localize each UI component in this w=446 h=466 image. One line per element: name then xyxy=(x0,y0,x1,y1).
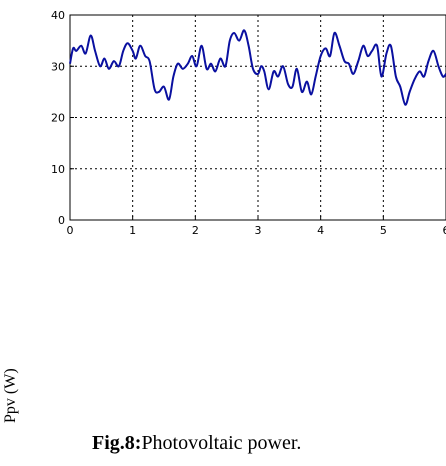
data-series xyxy=(69,29,446,106)
x-tick-label: 1 xyxy=(129,224,136,237)
x-tick-label: 6 xyxy=(443,224,446,237)
x-tick-label: 4 xyxy=(317,224,324,237)
y-tick-label: 10 xyxy=(51,163,65,176)
x-tick-label: 3 xyxy=(255,224,262,237)
grid-lines xyxy=(70,15,446,220)
caption-label: Fig.8: xyxy=(92,432,142,454)
y-tick-label: 40 xyxy=(51,9,65,22)
chart: 0 1 2 3 4 5 6 0 10 20 30 40 xyxy=(51,9,446,237)
axis-ticks: 0 1 2 3 4 5 6 0 10 20 30 40 xyxy=(51,9,446,237)
figure-caption: Fig.8:Photovoltaic power. xyxy=(92,432,301,455)
y-tick-label: 20 xyxy=(51,112,65,125)
x-tick-label: 2 xyxy=(192,224,199,237)
y-axis-label: Ppv (W) xyxy=(2,368,19,423)
x-tick-label: 0 xyxy=(67,224,74,237)
y-tick-label: 0 xyxy=(58,214,65,227)
caption-text: Photovoltaic power. xyxy=(141,432,302,454)
series-line xyxy=(69,29,446,106)
x-tick-label: 5 xyxy=(380,224,387,237)
y-tick-label: 30 xyxy=(51,60,65,73)
